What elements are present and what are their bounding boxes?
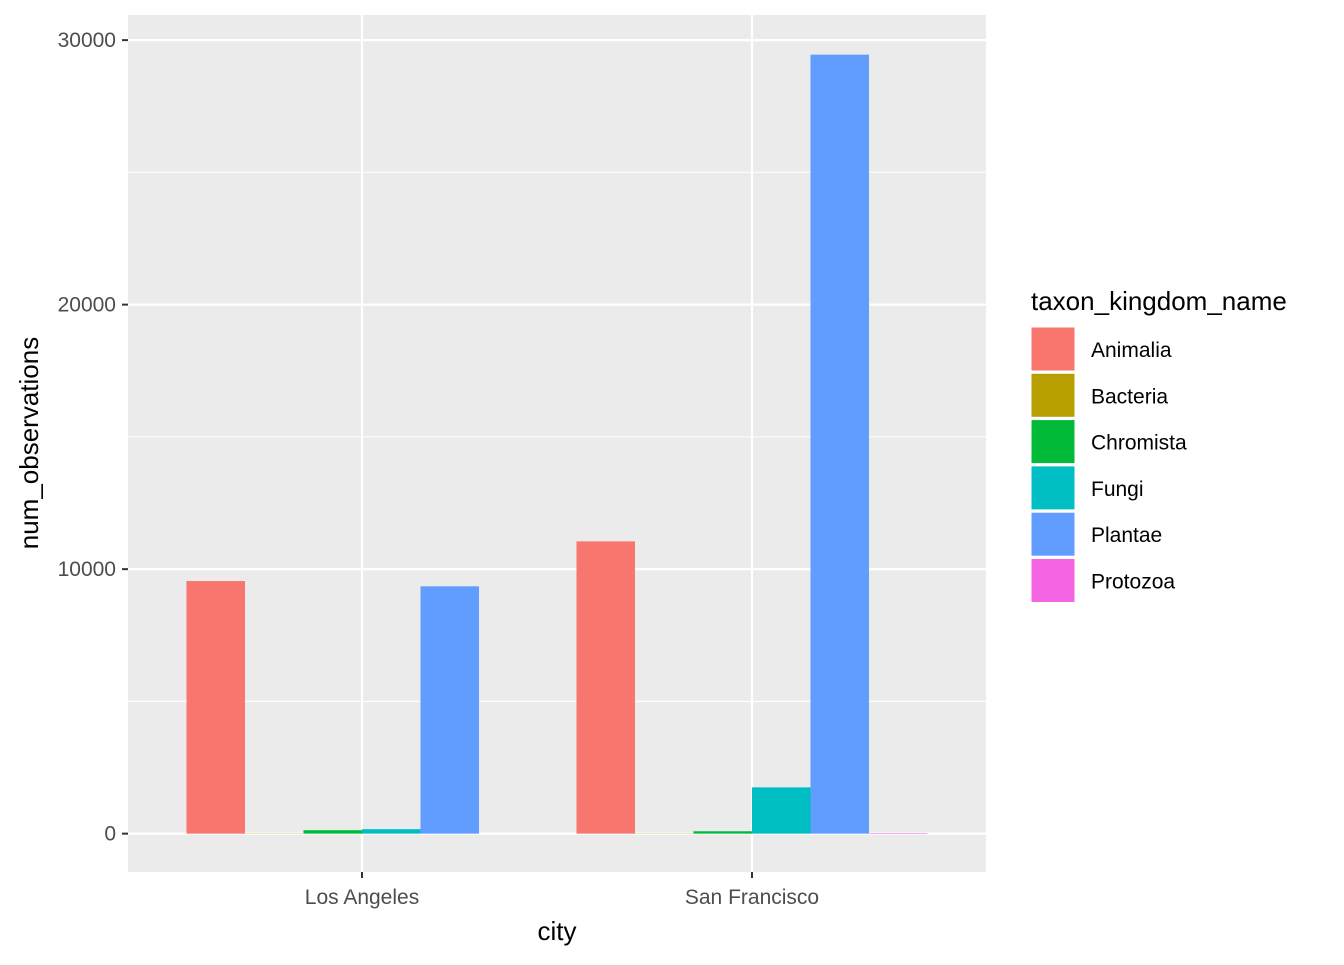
y-axis: 0 10000 20000 30000 (58, 29, 128, 846)
legend-key-plantae (1031, 512, 1075, 556)
bar-protozoa-san-francisco (869, 833, 928, 834)
bar-fungi-los-angeles (362, 829, 421, 833)
legend-label-bacteria: Bacteria (1091, 385, 1168, 408)
y-tick-label: 0 (104, 823, 116, 846)
y-tick-label: 20000 (58, 294, 116, 317)
x-axis: Los Angeles San Francisco (305, 872, 819, 909)
legend-label-fungi: Fungi (1091, 478, 1144, 501)
bar-plantae-san-francisco (811, 55, 870, 834)
legend-key-chromista (1031, 420, 1075, 464)
legend: Animalia Bacteria Chromista Fungi Plantae Pro… (1031, 327, 1187, 603)
legend-key-fungi (1031, 466, 1075, 510)
legend-key-protozoa (1031, 559, 1075, 603)
x-tick-label: San Francisco (685, 886, 819, 909)
x-tick-label: Los Angeles (305, 886, 419, 909)
bar-fungi-san-francisco (752, 787, 811, 833)
y-tick-label: 30000 (58, 29, 116, 52)
y-tick-label: 10000 (58, 558, 116, 581)
bar-chromista-los-angeles (304, 830, 363, 833)
legend-key-bacteria (1031, 373, 1075, 417)
legend-title: taxon_kingdom_name (1031, 286, 1287, 316)
legend-label-plantae: Plantae (1091, 524, 1162, 547)
legend-label-chromista: Chromista (1091, 432, 1187, 455)
y-axis-title: num_observations (14, 337, 44, 549)
legend-label-protozoa: Protozoa (1091, 571, 1175, 594)
bar-animalia-los-angeles (187, 581, 246, 834)
bar-plantae-los-angeles (421, 586, 480, 833)
bar-chromista-san-francisco (694, 831, 753, 833)
bar-animalia-san-francisco (577, 541, 636, 833)
legend-label-animalia: Animalia (1091, 339, 1172, 362)
x-axis-title: city (538, 916, 577, 946)
legend-key-animalia (1031, 327, 1075, 371)
